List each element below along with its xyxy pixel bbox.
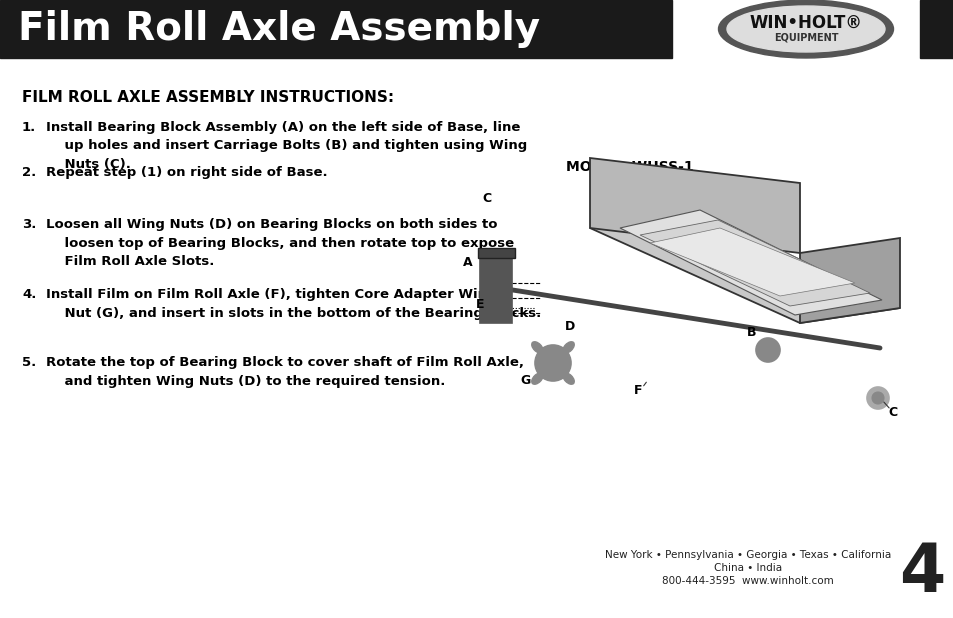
Bar <box>479 258 512 323</box>
Text: A: A <box>463 256 473 269</box>
Circle shape <box>535 345 571 381</box>
Ellipse shape <box>718 0 893 58</box>
Text: 3.: 3. <box>22 218 36 231</box>
Text: F: F <box>633 384 641 397</box>
Text: 4: 4 <box>898 540 944 606</box>
Text: D: D <box>564 320 575 332</box>
Polygon shape <box>589 158 800 253</box>
Circle shape <box>755 338 780 362</box>
Polygon shape <box>477 248 515 258</box>
Text: C: C <box>887 407 897 420</box>
Polygon shape <box>619 210 882 315</box>
Text: G: G <box>520 375 531 387</box>
Bar <box>0 0 671 58</box>
Text: WIN•HOLT®: WIN•HOLT® <box>749 14 862 32</box>
Text: Loosen all Wing Nuts (D) on Bearing Blocks on both sides to
    loosen top of Be: Loosen all Wing Nuts (D) on Bearing Bloc… <box>46 218 514 268</box>
Bar <box>919 0 953 58</box>
Text: E: E <box>476 298 484 311</box>
Text: 5.: 5. <box>22 356 36 369</box>
Text: 1.: 1. <box>22 121 36 134</box>
Text: 2.: 2. <box>22 166 36 179</box>
Ellipse shape <box>531 342 542 353</box>
Text: MODEL: WHSS-1: MODEL: WHSS-1 <box>565 160 693 174</box>
Circle shape <box>871 392 883 404</box>
Polygon shape <box>639 220 869 306</box>
Text: Install Film on Film Roll Axle (F), tighten Core Adapter Wing
    Nut (G), and i: Install Film on Film Roll Axle (F), tigh… <box>46 288 540 320</box>
Ellipse shape <box>726 6 884 52</box>
Text: Film Roll Axle Assembly: Film Roll Axle Assembly <box>18 10 539 48</box>
Text: EQUIPMENT: EQUIPMENT <box>773 33 838 43</box>
Polygon shape <box>649 228 854 296</box>
Text: Install Bearing Block Assembly (A) on the left side of Base, line
    up holes a: Install Bearing Block Assembly (A) on th… <box>46 121 527 171</box>
Text: C: C <box>482 192 491 205</box>
Ellipse shape <box>531 373 542 384</box>
Text: B: B <box>746 326 756 339</box>
Text: Rotate the top of Bearing Block to cover shaft of Film Roll Axle,
    and tighte: Rotate the top of Bearing Block to cover… <box>46 356 523 387</box>
Text: 4.: 4. <box>22 288 36 301</box>
Circle shape <box>866 387 888 409</box>
Ellipse shape <box>562 373 574 384</box>
Text: New York • Pennsylvania • Georgia • Texas • California: New York • Pennsylvania • Georgia • Texa… <box>604 550 890 560</box>
Text: 800-444-3595  www.winholt.com: 800-444-3595 www.winholt.com <box>661 576 833 586</box>
Polygon shape <box>800 238 899 323</box>
Ellipse shape <box>562 342 574 353</box>
Text: China • India: China • India <box>713 563 781 573</box>
Text: Repeat step (1) on right side of Base.: Repeat step (1) on right side of Base. <box>46 166 327 179</box>
Polygon shape <box>589 210 899 323</box>
Text: FILM ROLL AXLE ASSEMBLY INSTRUCTIONS:: FILM ROLL AXLE ASSEMBLY INSTRUCTIONS: <box>22 90 394 105</box>
